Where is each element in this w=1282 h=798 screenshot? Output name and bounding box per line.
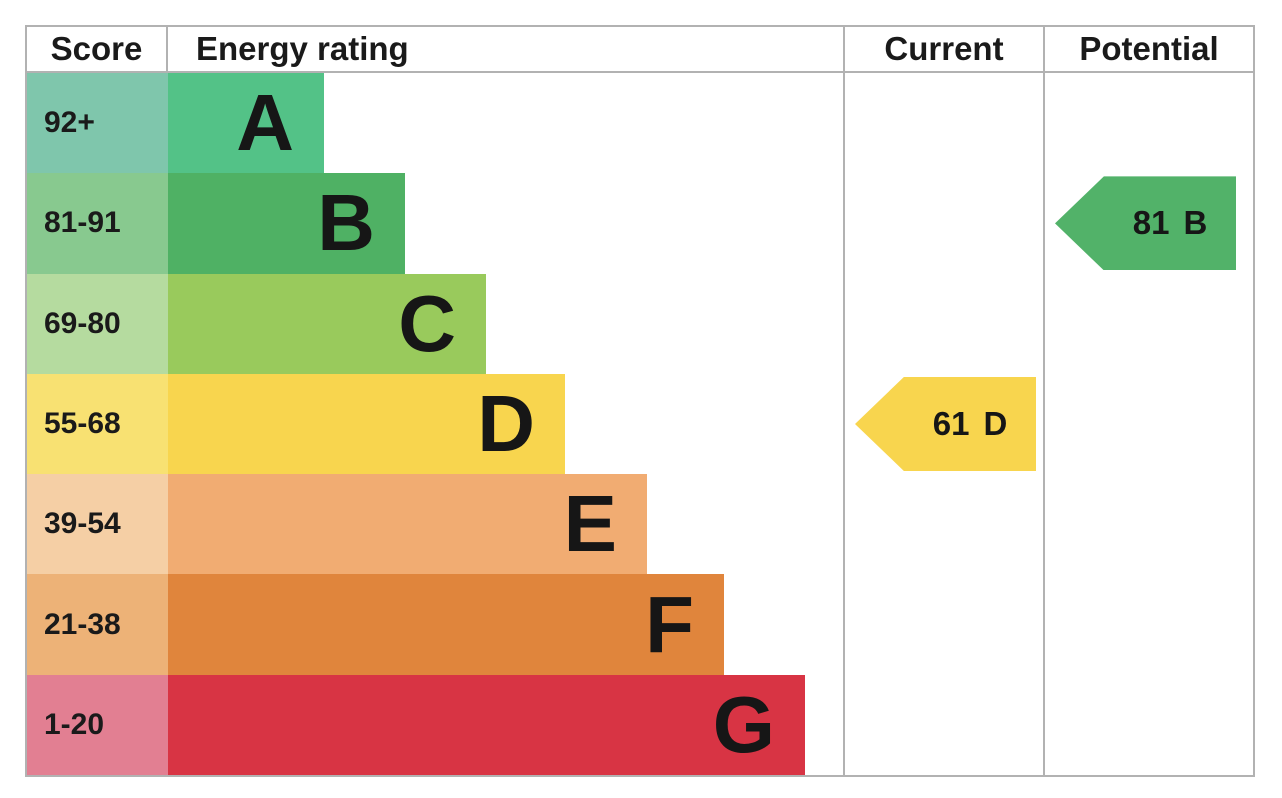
energy-rating-row-g: G [168,674,843,775]
score-range-e: 39-54 [27,474,168,575]
band-letter: B [317,178,375,268]
score-range-f: 21-38 [27,574,168,675]
header-potential: Potential [1043,27,1253,73]
energy-rating-row-e: E [168,474,843,575]
current-rating-arrow: 61 D [855,376,1036,471]
potential-rating-arrow: 81 B [1055,176,1236,271]
potential-column-cell [1043,273,1253,374]
current-rating-letter: D [983,404,1008,442]
current-column-cell [843,674,1043,775]
potential-column-cell: 81 B [1043,173,1253,274]
score-range-label: 55-68 [44,406,121,440]
score-range-a: 92+ [27,73,168,174]
score-range-label: 81-91 [44,206,121,240]
current-column-cell [843,73,1043,174]
header-score: Score [27,27,168,73]
score-range-label: 69-80 [44,306,121,340]
score-range-b: 81-91 [27,173,168,274]
current-column-cell: 61 D [843,373,1043,475]
band-letter: C [398,278,456,368]
score-range-d: 55-68 [27,373,168,475]
band-bar-b: B [168,173,405,274]
potential-column-cell [1043,73,1253,174]
energy-rating-row-f: F [168,574,843,675]
score-range-label: 21-38 [44,607,121,641]
band-letter: A [236,78,294,168]
energy-rating-row-c: C [168,273,843,374]
band-bar-g: G [168,674,805,775]
header-energy-rating-label: Energy rating [196,30,409,67]
header-current: Current [843,27,1043,73]
current-column-cell [843,173,1043,274]
score-range-label: 39-54 [44,507,121,541]
band-letter: E [563,479,617,569]
potential-column-cell [1043,574,1253,675]
band-letter: F [645,579,694,669]
header-energy-rating: Energy rating [168,27,843,73]
band-bar-c: C [168,273,486,374]
band-bar-e: E [168,474,647,575]
band-bar-f: F [168,574,724,675]
header-score-label: Score [50,30,143,67]
score-range-g: 1-20 [27,674,168,775]
energy-rating-row-d: D [168,373,843,475]
current-column-cell [843,574,1043,675]
band-bar-a: A [168,73,324,174]
band-bar-d: D [168,373,565,475]
current-column-cell [843,273,1043,374]
energy-rating-row-a: A [168,73,843,174]
score-range-c: 69-80 [27,273,168,374]
current-score-value: 61 [932,404,970,442]
potential-score-value: 81 [1132,204,1170,242]
epc-table: Score Energy rating Current Potential 92… [25,25,1255,777]
score-range-label: 92+ [44,106,95,140]
potential-column-cell [1043,474,1253,575]
potential-column-cell [1043,674,1253,775]
header-potential-label: Potential [1079,30,1219,67]
score-range-label: 1-20 [44,707,105,741]
band-letter: D [477,378,535,468]
potential-column-cell [1043,373,1253,475]
band-letter: G [712,679,775,769]
current-column-cell [843,474,1043,575]
energy-rating-row-b: B [168,173,843,274]
potential-rating-letter: B [1183,204,1208,242]
header-current-label: Current [884,30,1004,67]
